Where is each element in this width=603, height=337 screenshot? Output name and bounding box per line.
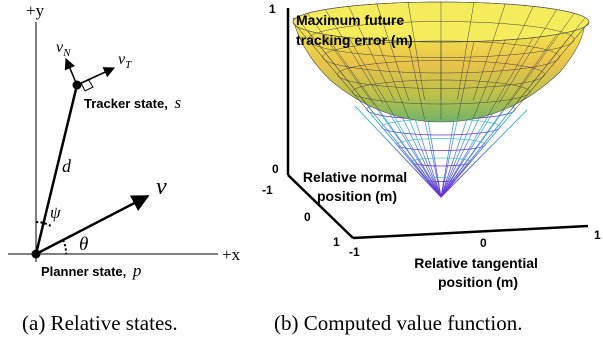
normal-tick-0: 0 xyxy=(304,210,311,224)
caption-a: (a) Relative states. xyxy=(22,311,178,335)
normal-axis-title: Relative normal position (m) xyxy=(303,169,411,204)
planner-label: Planner state, p xyxy=(41,261,141,280)
planner-dot xyxy=(31,249,41,259)
x-axis-label: +x xyxy=(222,245,241,264)
psi-label: ψ xyxy=(50,203,61,222)
v-vector xyxy=(35,194,150,256)
value-function-plot: 1 0 -1 0 1 -1 0 1 Maximum future trackin… xyxy=(262,1,601,335)
z-tick-0: 0 xyxy=(272,162,279,176)
normal-tick-1: 1 xyxy=(333,235,340,249)
vt-vector xyxy=(76,67,116,86)
tracker-label: Tracker state, s xyxy=(84,93,181,112)
normal-axis-line xyxy=(287,174,354,239)
tangential-axis-line xyxy=(352,224,589,240)
vt-label: vT xyxy=(118,51,132,71)
psi-arc xyxy=(35,221,52,227)
relative-states-diagram: +y +x d v vN vT Tracker state, s ψ θ xyxy=(8,1,241,335)
vn-vector xyxy=(64,57,78,86)
d-label: d xyxy=(62,156,72,176)
tangential-tick-0: 0 xyxy=(480,236,487,250)
y-axis-label: +y xyxy=(26,1,45,20)
z-axis-title: Maximum future tracking error (m) xyxy=(296,12,413,48)
z-tick-1: 1 xyxy=(269,2,276,16)
normal-tick-neg1: -1 xyxy=(262,183,273,197)
value-surface-mesh xyxy=(354,99,528,198)
tracker-dot xyxy=(72,80,82,90)
vn-label: vN xyxy=(56,39,71,59)
tangential-axis-title: Relative tangential position (m) xyxy=(414,255,542,290)
right-angle-marker xyxy=(80,78,94,92)
theta-arc xyxy=(62,239,67,255)
d-vector xyxy=(34,84,79,255)
value-surface-shaded xyxy=(292,1,590,123)
tangential-tick-neg1: -1 xyxy=(349,245,360,259)
theta-label: θ xyxy=(79,234,88,255)
v-label: v xyxy=(156,174,167,200)
caption-b: (b) Computed value function. xyxy=(274,311,522,335)
tangential-tick-1: 1 xyxy=(594,228,601,242)
